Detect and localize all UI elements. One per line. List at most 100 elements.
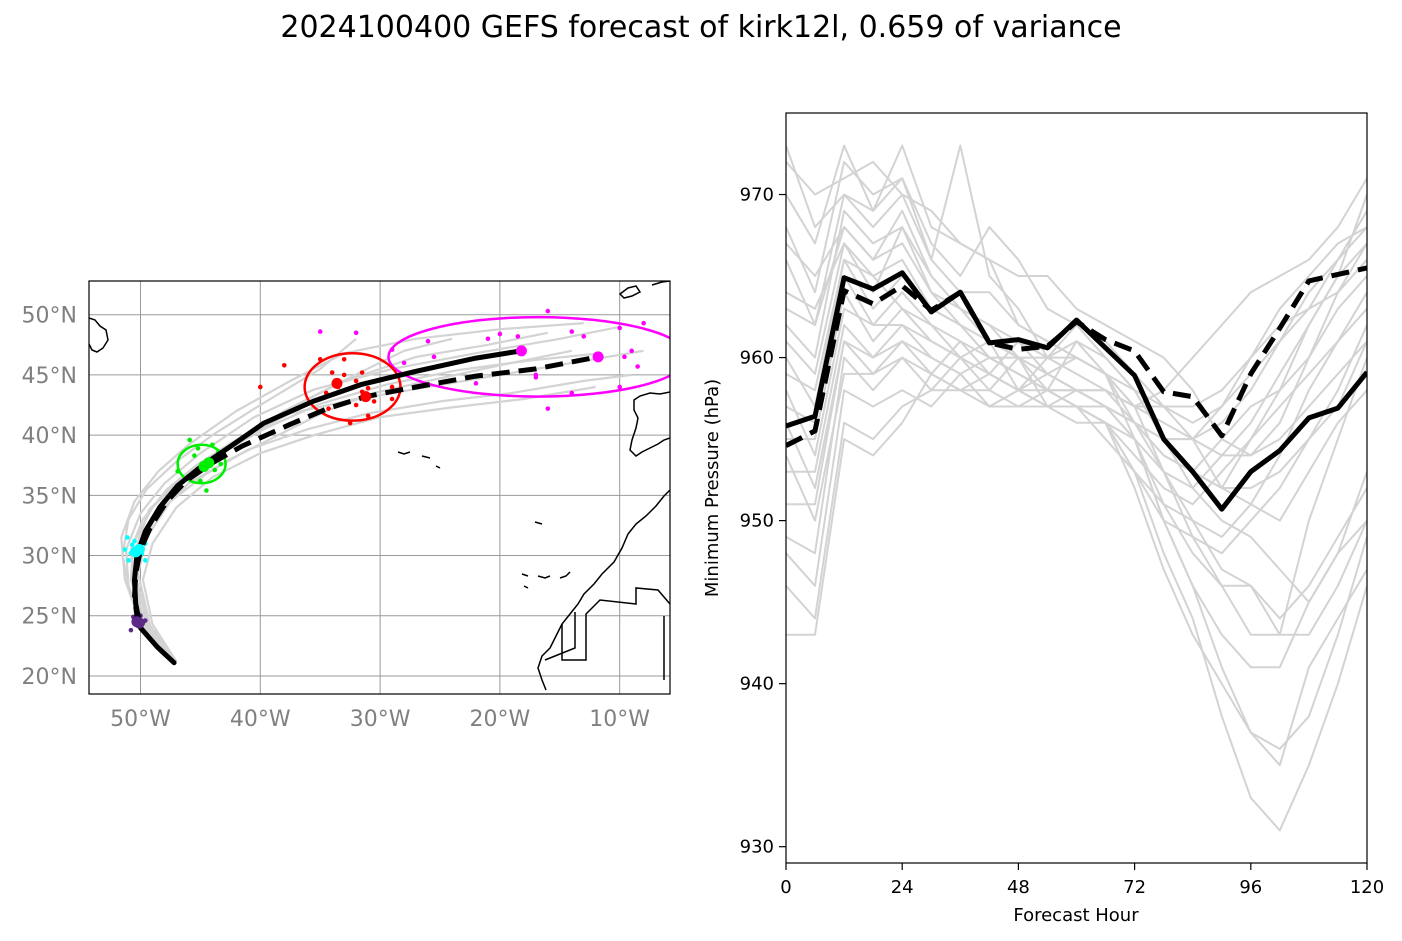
border-mauritania [544,612,576,661]
lat-tick-label: 45°N [22,364,77,389]
lat-tick-label: 25°N [22,605,77,630]
coastlines [89,281,670,691]
member-position-dot [497,331,503,337]
member-position-dot [210,442,215,448]
lat-tick-label: 50°N [22,304,77,329]
member-position-dot [192,453,197,458]
member-position-dot [629,348,634,354]
member-position-dot [569,329,575,334]
island-canary-2 [537,575,551,579]
member-position-dot [143,558,148,563]
map-gridlines [89,281,670,694]
spread-ellipse [176,443,227,485]
member-position-dot [617,384,622,390]
map-background [89,281,670,694]
member-position-dot [198,478,203,484]
member-position-dot [317,356,323,362]
lon-tick-label: 20°W [470,707,531,732]
island-canary-1 [521,573,529,577]
lon-tick-label: 40°W [230,707,291,732]
ensemble-mean-marker [515,345,527,357]
map-tick-labels: 50°W 40°W 30°W 20°W 10°W 50°N 45°N 40°N 35°N 30°N… [22,304,651,732]
member-position-dot [125,535,130,540]
member-position-dot [122,547,128,552]
figure-title: 2024100400 GEFS forecast of kirk12l, 0.6… [280,10,1122,45]
ensemble-mean-marker [331,377,343,389]
member-position-dot [581,334,587,339]
mean-track [132,348,524,666]
member-position-dot [128,627,134,633]
member-position-dot [347,420,353,426]
control-marker [133,544,145,556]
map-frame [88,280,671,695]
member-position-dot [204,488,209,493]
member-position-dot [341,372,347,378]
member-position-dot [389,396,395,402]
member-position-dot [353,330,359,336]
island-madeira [534,521,543,525]
lat-tick-label: 30°N [22,545,77,570]
member-position-dot [617,325,622,331]
member-position-dot [515,334,521,339]
coastline-ireland [618,285,642,299]
spread-ellipse [387,315,670,398]
member-position-dot [326,406,331,411]
member-position-dot [195,446,201,451]
member-position-dot [365,385,371,391]
control-marker [360,391,372,403]
island-azores-1 [397,451,411,455]
control-marker [203,457,215,469]
member-position-dot [635,364,640,369]
member-position-dot [622,354,627,360]
island-azores-3 [435,465,441,469]
member-position-dot [353,378,359,384]
member-track [141,385,596,663]
member-position-dot [317,329,323,334]
member-position-dot [425,338,431,344]
member-position-dot [371,399,377,404]
member-position-dot [485,336,491,342]
main-tracks [132,348,599,666]
control-marker [133,617,145,629]
member-position-dot [329,370,335,375]
member-position-dot [365,413,371,419]
member-position-dot [401,360,407,366]
member-position-dot [473,381,479,386]
member-position-dot [431,354,437,360]
coastline-africa [537,489,670,691]
lon-tick-label: 30°W [350,707,411,732]
member-position-dot [258,384,263,390]
member-position-dot [187,437,192,443]
member-position-dot [359,370,365,375]
member-position-dot [545,308,551,314]
lat-tick-label: 20°N [22,665,77,690]
island-canary-4 [523,585,529,589]
member-position-dot [218,461,224,467]
member-position-dot [129,542,135,547]
member-position-dot [533,375,539,380]
coastline-iberia [629,391,670,457]
island-canary-3 [559,571,571,579]
coastline-newfoundland [89,317,109,353]
island-azores-2 [421,455,431,459]
member-position-dot [212,467,218,473]
member-position-dot [132,538,137,544]
member-position-dot [175,468,180,474]
member-position-dot [126,558,131,563]
member-position-dot [569,390,575,396]
lat-tick-label: 40°N [22,424,77,449]
member-position-dot [341,356,347,362]
member-position-dot [641,320,646,326]
border-sahara [561,587,670,661]
mean-control-markers [130,345,604,629]
member-position-dot [353,402,359,408]
member-position-dot [545,406,551,411]
lat-tick-label: 35°N [22,484,77,509]
lon-tick-label: 50°W [110,707,171,732]
spread-ellipse [303,351,402,422]
lon-tick-label: 10°W [589,707,650,732]
member-position-dot [281,362,287,368]
member-track [120,322,584,663]
control-marker [592,351,604,363]
